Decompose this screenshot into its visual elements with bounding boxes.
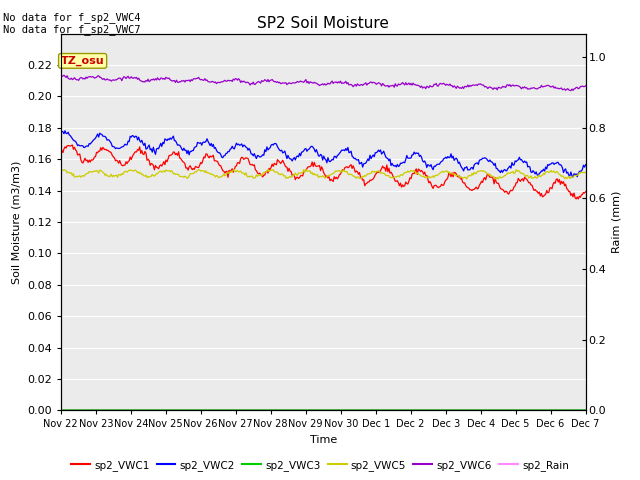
- Text: No data for f_sp2_VWC4: No data for f_sp2_VWC4: [3, 12, 141, 23]
- Legend: sp2_VWC1, sp2_VWC2, sp2_VWC3, sp2_VWC5, sp2_VWC6, sp2_Rain: sp2_VWC1, sp2_VWC2, sp2_VWC3, sp2_VWC5, …: [67, 456, 573, 475]
- Text: TZ_osu: TZ_osu: [61, 56, 104, 66]
- Title: SP2 Soil Moisture: SP2 Soil Moisture: [257, 16, 389, 31]
- X-axis label: Time: Time: [310, 435, 337, 445]
- Text: No data for f_sp2_VWC7: No data for f_sp2_VWC7: [3, 24, 141, 35]
- Y-axis label: Soil Moisture (m3/m3): Soil Moisture (m3/m3): [12, 160, 21, 284]
- Y-axis label: Raim (mm): Raim (mm): [612, 191, 621, 253]
